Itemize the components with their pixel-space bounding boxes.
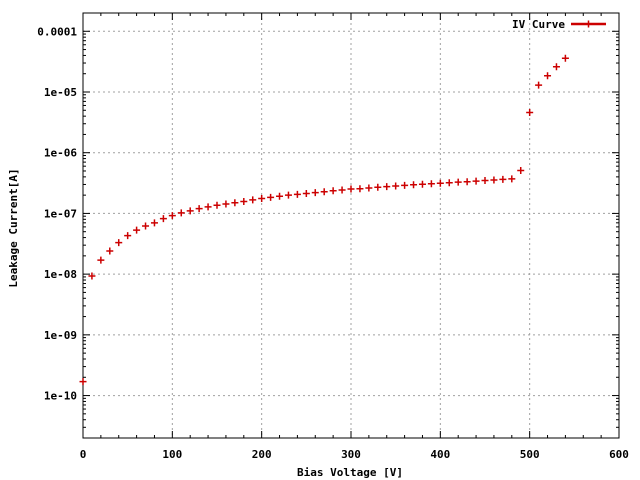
y-tick-label: 1e-10: [44, 390, 77, 403]
data-point: [177, 209, 185, 217]
data-point: [311, 189, 319, 197]
y-tick-label: 1e-08: [44, 268, 77, 281]
data-point: [115, 239, 123, 247]
data-point: [436, 179, 444, 187]
data-point: [517, 166, 525, 174]
data-point: [97, 256, 105, 264]
data-point: [552, 63, 560, 71]
y-axis-title: Leakage Current[A]: [7, 168, 20, 287]
data-point: [133, 226, 141, 234]
data-point: [526, 108, 534, 116]
data-point: [329, 187, 337, 195]
data-point: [472, 177, 480, 185]
data-point: [267, 193, 275, 201]
data-point: [124, 232, 132, 240]
data-point: [427, 180, 435, 188]
legend-marker-iv-curve: [585, 20, 592, 28]
data-point: [374, 183, 382, 191]
data-point: [142, 222, 150, 230]
data-point: [338, 186, 346, 194]
x-tick-label: 600: [609, 448, 629, 461]
data-point: [383, 183, 391, 191]
data-point: [320, 188, 328, 196]
data-point: [186, 207, 194, 215]
tick-marks: [82, 12, 620, 439]
y-tick-label: 1e-09: [44, 329, 77, 342]
data-point: [481, 177, 489, 185]
x-tick-label: 500: [520, 448, 540, 461]
grid-layer: [83, 13, 619, 438]
data-point: [195, 205, 203, 213]
data-point: [463, 178, 471, 186]
data-points: [79, 54, 569, 386]
x-tick-label: 200: [252, 448, 272, 461]
data-point: [508, 175, 516, 183]
data-point: [222, 200, 230, 208]
data-point: [561, 54, 569, 62]
y-tick-label: 1e-06: [44, 147, 77, 160]
x-tick-label: 100: [162, 448, 182, 461]
x-tick-label: 0: [80, 448, 87, 461]
data-point: [150, 219, 158, 227]
data-point: [365, 184, 373, 192]
data-point: [240, 198, 248, 206]
data-point: [284, 191, 292, 199]
data-point: [445, 179, 453, 187]
data-point: [490, 176, 498, 184]
data-point: [258, 195, 266, 203]
data-point: [356, 185, 364, 193]
x-tick-label: 400: [430, 448, 450, 461]
data-point: [302, 189, 310, 197]
x-tick-label: 300: [341, 448, 361, 461]
data-point: [293, 190, 301, 198]
data-point: [231, 199, 239, 207]
data-point: [499, 175, 507, 183]
data-point: [410, 181, 418, 189]
data-point: [535, 81, 543, 89]
y-tick-label: 1e-05: [44, 86, 77, 99]
x-tick-labels: 0 100 200 300 400 500 600: [80, 448, 629, 461]
y-tick-label: 0.0001: [37, 25, 77, 38]
legend-label-iv-curve: IV Curve: [512, 18, 565, 31]
data-point: [454, 178, 462, 186]
data-point: [276, 192, 284, 200]
data-point: [204, 203, 212, 211]
data-point: [79, 378, 87, 386]
data-point: [88, 272, 96, 280]
data-point: [213, 201, 221, 209]
data-point: [168, 212, 176, 220]
y-tick-label: 1e-07: [44, 207, 77, 220]
data-point: [159, 215, 167, 223]
data-point: [544, 72, 552, 80]
legend: IV Curve: [512, 18, 606, 31]
x-axis-title: Bias Voltage [V]: [297, 466, 403, 479]
y-tick-labels: 1e-10 1e-09 1e-08 1e-07 1e-06 1e-05 0.0001: [37, 25, 77, 402]
data-point: [347, 185, 355, 193]
data-point: [106, 247, 114, 255]
data-point: [418, 180, 426, 188]
data-point: [249, 196, 257, 204]
data-point: [392, 182, 400, 190]
data-point: [401, 181, 409, 189]
